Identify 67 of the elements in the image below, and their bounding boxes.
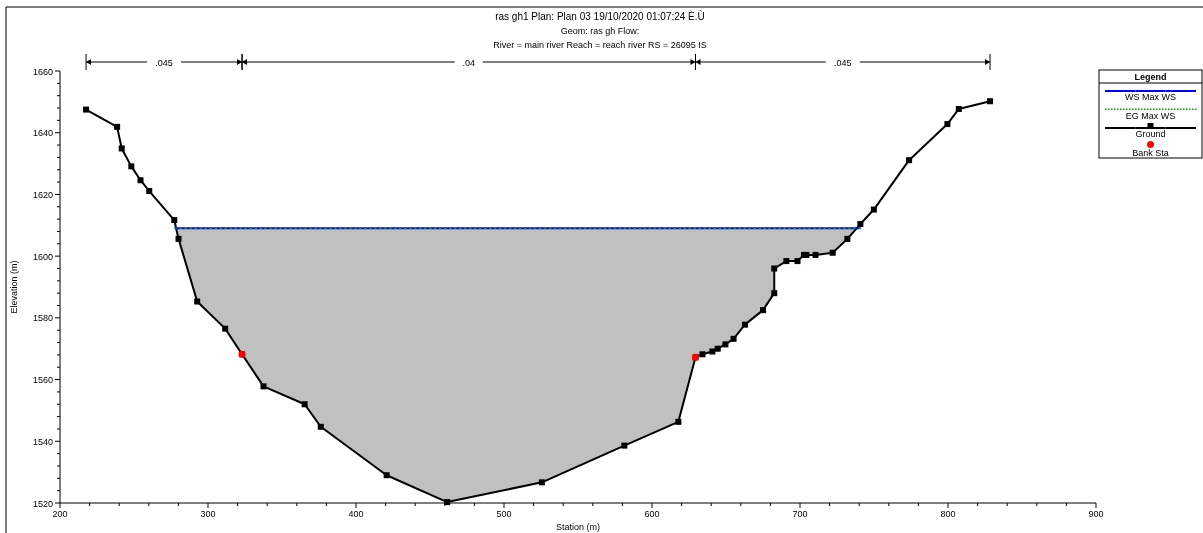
chart-title: ras gh1 Plan: Plan 03 19/10/2020 01:07:24 È.Ù — [495, 10, 705, 22]
point — [699, 351, 706, 358]
point — [171, 217, 178, 224]
point — [714, 345, 721, 352]
y-axis-title: Elevation (m) — [9, 260, 19, 314]
point — [260, 383, 267, 390]
y-tick-label: 1640 — [32, 128, 53, 139]
y-tick-label: 1520 — [32, 498, 53, 509]
text: .04 — [462, 57, 476, 68]
point — [771, 265, 778, 272]
x-axis-title: Station (m) — [555, 522, 601, 532]
point — [812, 251, 819, 258]
text: .045 — [834, 57, 852, 68]
point — [175, 235, 182, 242]
point — [906, 157, 913, 164]
point — [955, 105, 962, 112]
text: River = main river Reach = reach river RS = 26095 IS — [493, 40, 707, 50]
legend-label: Ground — [1135, 129, 1166, 139]
point — [741, 321, 748, 328]
legend-label: Bank Sta — [1132, 147, 1169, 158]
point — [722, 341, 729, 348]
point — [317, 423, 324, 430]
point — [987, 98, 994, 105]
point — [128, 163, 135, 170]
point — [444, 499, 451, 506]
point — [301, 401, 308, 408]
point — [675, 418, 682, 425]
point — [760, 307, 766, 314]
point — [194, 298, 201, 305]
legend-label: EG Max WS — [1125, 110, 1176, 121]
point — [538, 479, 545, 486]
point — [114, 123, 121, 130]
x-tick-label: 800 — [940, 509, 956, 519]
y-tick-label: 1660 — [32, 66, 53, 77]
point — [621, 442, 628, 449]
x-tick-label: 700 — [792, 509, 808, 519]
y-tick-label: 1600 — [32, 251, 53, 262]
point — [222, 325, 229, 332]
point — [857, 221, 864, 228]
x-tick-label: 200 — [52, 509, 68, 519]
point — [783, 258, 790, 265]
legend-title: Legend — [1134, 72, 1167, 82]
point — [870, 206, 877, 213]
text: .045 — [155, 57, 173, 68]
point — [794, 258, 801, 265]
legend-label: WS Max WS — [1125, 92, 1176, 102]
point — [730, 335, 737, 342]
point — [944, 121, 951, 128]
x-tick-label: 400 — [348, 509, 364, 519]
point — [383, 472, 390, 479]
point — [137, 177, 144, 184]
x-tick-label: 600 — [644, 509, 660, 519]
y-tick-label: 1620 — [32, 189, 53, 200]
point — [829, 249, 836, 256]
y-tick-label: 1580 — [32, 313, 53, 324]
point — [118, 145, 125, 152]
x-tick-label: 300 — [200, 509, 216, 519]
x-tick-label: 500 — [496, 509, 512, 519]
point — [83, 106, 90, 113]
y-tick-label: 1540 — [32, 436, 53, 447]
point — [844, 235, 851, 242]
point — [771, 290, 778, 297]
x-tick-label: 900 — [1088, 509, 1104, 519]
point — [146, 188, 153, 195]
point — [709, 348, 716, 355]
chart-subtitle: Geom: ras gh Flow: — [560, 26, 640, 36]
y-tick-label: 1560 — [32, 375, 53, 386]
